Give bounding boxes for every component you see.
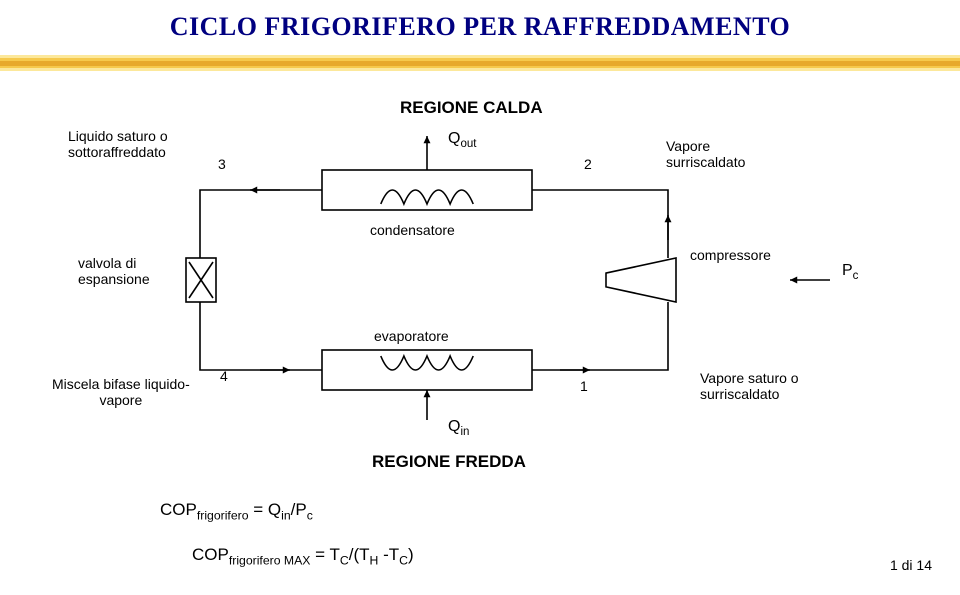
mixture-label: Miscela bifase liquido-vapore xyxy=(52,376,190,408)
state-1: 1 xyxy=(580,378,588,394)
refrigeration-cycle-diagram xyxy=(0,0,960,595)
state-3: 3 xyxy=(218,156,226,172)
vapor-superheated-label: Vaporesurriscaldato xyxy=(666,138,745,170)
page-number: 1 di 14 xyxy=(890,557,932,573)
evaporator-label: evaporatore xyxy=(374,328,449,344)
q-in-label: Qin xyxy=(448,418,469,438)
region-hot-label: REGIONE CALDA xyxy=(400,98,543,118)
liquid-saturated-label: Liquido saturo osottoraffreddato xyxy=(68,128,168,160)
condenser-label: condensatore xyxy=(370,222,455,238)
page-title: CICLO FRIGORIFERO PER RAFFREDDAMENTO xyxy=(0,12,960,42)
state-2: 2 xyxy=(584,156,592,172)
region-cold-label: REGIONE FREDDA xyxy=(372,452,526,472)
decorative-stripe xyxy=(0,55,960,71)
valve-label: valvola diespansione xyxy=(78,255,150,287)
cop-formula-2: COPfrigorifero MAX = TC/(TH -TC) xyxy=(192,545,414,567)
p-c-label: Pc xyxy=(842,262,858,282)
state-4: 4 xyxy=(220,368,228,384)
q-out-label: Qout xyxy=(448,130,476,150)
compressor-label: compressore xyxy=(690,247,771,263)
cop-formula-1: COPfrigorifero = Qin/Pc xyxy=(160,500,313,522)
vapor-saturated-label: Vapore saturo osurriscaldato xyxy=(700,370,799,402)
